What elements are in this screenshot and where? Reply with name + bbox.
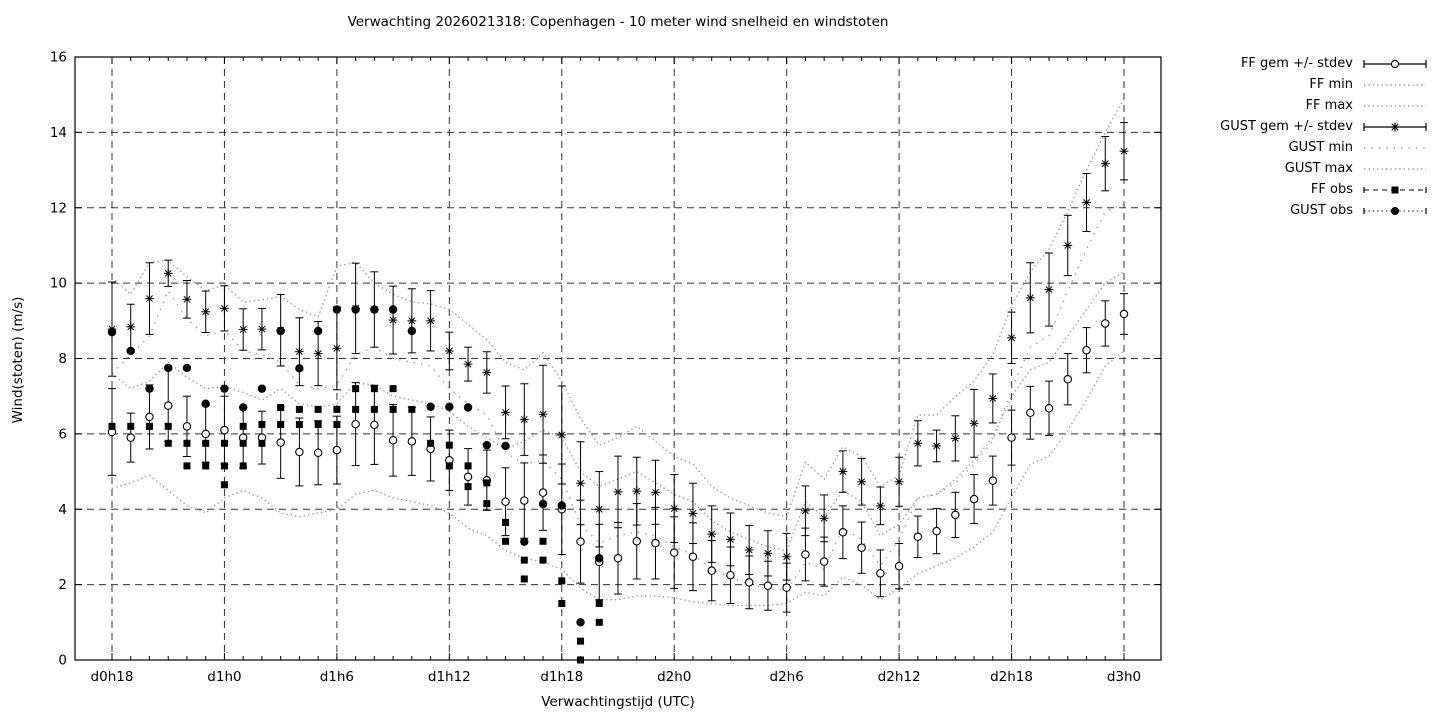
y-tick-label: 8 — [58, 351, 67, 367]
gust-obs-points — [107, 305, 604, 627]
x-tick-label: d2h12 — [878, 669, 921, 685]
axes — [74, 56, 1162, 661]
legend-label: GUST gem +/- stdev — [1220, 119, 1353, 134]
x-tick-label: d2h18 — [990, 669, 1033, 685]
chart-title: Verwachting 2026021318: Copenhagen - 10 … — [347, 14, 889, 30]
legend-item-ff-min: FF min — [1170, 74, 1428, 95]
gust-max-line — [111, 98, 1125, 518]
x-tick-label: d2h6 — [770, 669, 804, 685]
errorbar-circle-icon — [1363, 59, 1427, 68]
x-tick-label: d1h0 — [207, 669, 241, 685]
legend-item-ff-obs: FF obs — [1170, 179, 1428, 200]
y-tick-label: 16 — [50, 50, 67, 66]
x-tick-label: d1h18 — [540, 669, 583, 685]
legend-item-gust-obs: GUST obs — [1170, 200, 1428, 221]
x-tick-label: d1h6 — [320, 669, 354, 685]
x-tick-label: d2h0 — [657, 669, 691, 685]
y-axis-label: Wind(stoten) (m/s) — [10, 296, 26, 424]
legend-label: FF obs — [1310, 182, 1353, 197]
y-tick-label: 12 — [50, 200, 67, 216]
errorbar-asterisk-icon — [1363, 122, 1427, 131]
ff-gem-errorbars — [107, 293, 1129, 613]
y-tick-label: 0 — [58, 653, 67, 669]
x-tick-label: d1h12 — [428, 669, 471, 685]
legend-item-ff-max: FF max — [1170, 95, 1428, 116]
legend-item-ff-gem: FF gem +/- stdev — [1170, 53, 1428, 74]
x-axis-label: Verwachtingstijd (UTC) — [541, 694, 695, 710]
legend-label: GUST max — [1284, 161, 1353, 176]
y-tick-label: 10 — [50, 276, 67, 292]
y-tick-label: 4 — [58, 502, 67, 518]
y-tick-label: 6 — [58, 426, 67, 442]
legend-item-gust-min: GUST min — [1170, 137, 1428, 158]
legend-item-gust-gem: GUST gem +/- stdev — [1170, 116, 1428, 137]
legend-label: FF max — [1305, 98, 1353, 113]
tick-labels: d0h18 d1h0 d1h6 d1h12 d1h18 d2h0 d2h6 d2h12 d2h1… — [50, 50, 1141, 686]
x-tick-label: d0h18 — [91, 669, 134, 685]
legend-item-gust-max: GUST max — [1170, 158, 1428, 179]
dotted-dot-icon — [1363, 206, 1427, 215]
dotted-line-icon — [1364, 104, 1426, 107]
legend-label: FF gem +/- stdev — [1240, 56, 1353, 71]
dotted-line-icon — [1364, 167, 1426, 170]
y-tick-label: 14 — [50, 125, 67, 141]
sparse-dotted-line-icon — [1364, 146, 1426, 149]
ff-obs-points — [108, 385, 603, 664]
x-tick-label: d3h0 — [1107, 669, 1141, 685]
legend-label: GUST min — [1288, 140, 1353, 155]
y-tick-label: 2 — [58, 577, 67, 593]
legend-label: GUST obs — [1290, 203, 1353, 218]
gust-gem-errorbars — [107, 122, 1129, 581]
dashed-square-icon — [1363, 186, 1427, 193]
legend: FF gem +/- stdev FF min FF max GUST gem … — [1170, 53, 1428, 221]
legend-label: FF min — [1309, 77, 1353, 92]
dotted-line-icon — [1364, 83, 1426, 86]
